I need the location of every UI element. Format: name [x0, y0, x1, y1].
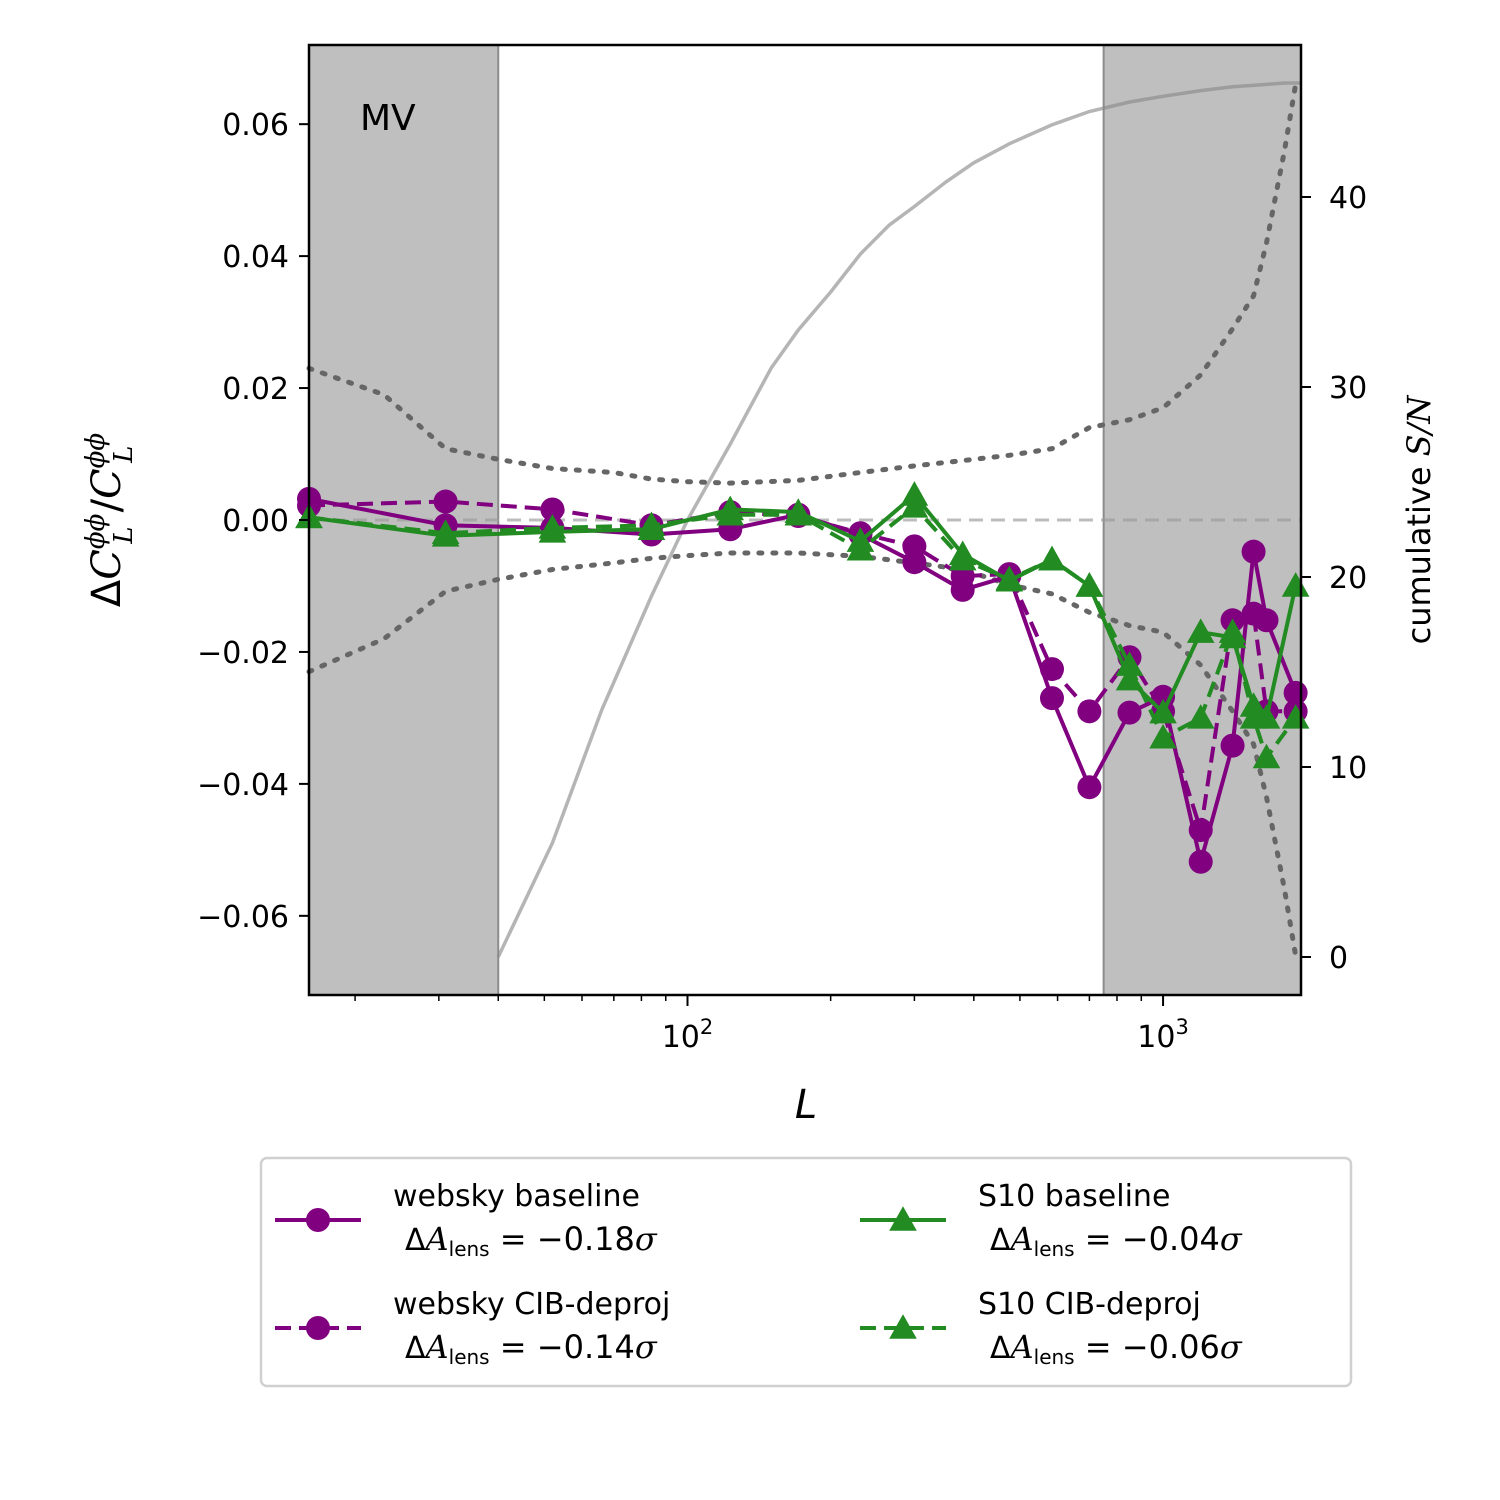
data-point	[846, 535, 875, 561]
data-point	[1115, 651, 1144, 676]
data-point	[1039, 686, 1064, 711]
y-tick-label: −0.02	[197, 636, 289, 671]
data-point	[1077, 775, 1102, 800]
x-tick-label: 102	[662, 1015, 714, 1055]
data-point	[433, 489, 458, 514]
y2-tick-label: 0	[1329, 941, 1348, 976]
data-point	[1281, 704, 1310, 729]
legend-annotation: ΔAlens = −0.14σ	[405, 1328, 658, 1369]
data-point	[637, 511, 666, 537]
y2-tick-label: 10	[1329, 751, 1367, 786]
legend-marker	[889, 1206, 917, 1231]
data-point	[1241, 539, 1266, 564]
panel-label: MV	[360, 98, 416, 139]
legend-marker	[306, 1208, 330, 1232]
data-point	[1188, 818, 1213, 843]
legend-entry-websky-baseline: websky baseline ΔAlens = −0.18σ	[275, 1179, 658, 1261]
legend-box	[259, 1156, 1353, 1388]
y2-tick-label: 20	[1329, 561, 1367, 596]
data-point	[1239, 704, 1268, 729]
legend-annotation: ΔAlens = −0.18σ	[405, 1220, 658, 1261]
legend-annotation: ΔAlens = −0.04σ	[990, 1220, 1243, 1261]
data-point	[1186, 618, 1215, 643]
series-s10-cib-deproj	[295, 493, 1310, 769]
legend-entry-s10-cib-deproj: S10 CIB-deproj ΔAlens = −0.06σ	[860, 1287, 1243, 1369]
y-tick-label: 0.00	[222, 504, 289, 539]
data-point	[1220, 733, 1245, 758]
y-tick-label: −0.04	[197, 768, 289, 803]
data-point	[1281, 572, 1310, 597]
data-point	[1252, 743, 1281, 769]
svg-text:cumulative S/N: cumulative S/N	[1400, 395, 1438, 645]
legend-label: websky CIB-deproj	[393, 1287, 670, 1322]
data-point	[1186, 704, 1215, 729]
error-band-upper	[306, 82, 1299, 486]
y2-axis-label: cumulative S/N	[1400, 395, 1438, 645]
data-point	[1149, 698, 1177, 724]
data-point	[1117, 700, 1142, 725]
data-point	[1115, 665, 1144, 691]
data-point	[716, 500, 745, 526]
y-tick-label: 0.04	[222, 240, 289, 275]
data-point	[1077, 699, 1102, 724]
legend-label: S10 baseline	[978, 1179, 1170, 1214]
legend-label: websky baseline	[393, 1179, 640, 1214]
data-point	[900, 493, 929, 518]
x-axis-label: L	[795, 1082, 817, 1128]
y2-tick-label: 30	[1329, 371, 1367, 406]
axis-ticks: 0.06 0.04 0.02 0.00 −0.02 −0.04 −0.06 0 10 20 30 40…	[197, 108, 1367, 1055]
legend-label: S10 CIB-deproj	[978, 1287, 1201, 1322]
svg-text:ΔCϕϕL/CϕϕL: ΔCϕϕL/CϕϕL	[81, 433, 139, 608]
y-tick-label: −0.06	[197, 900, 289, 935]
x-tick-label: 103	[1137, 1015, 1189, 1055]
data-point	[995, 565, 1024, 591]
y-tick-label: 0.06	[222, 108, 289, 143]
legend-marker	[306, 1316, 330, 1340]
data-point	[1039, 657, 1064, 682]
data-point	[1075, 572, 1104, 597]
data-point	[1188, 849, 1213, 874]
legend-entry-s10-baseline: S10 baseline ΔAlens = −0.04σ	[860, 1179, 1243, 1261]
data-point	[784, 500, 813, 526]
data-series	[295, 481, 1310, 874]
data-point	[1218, 618, 1247, 643]
y2-tick-label: 40	[1329, 181, 1367, 216]
legend: websky baseline ΔAlens = −0.18σ websky CIB…	[259, 1156, 1353, 1388]
data-point	[540, 497, 565, 522]
error-band	[306, 82, 1299, 958]
data-point	[1149, 723, 1177, 749]
y-tick-label: 0.02	[222, 372, 289, 407]
data-point	[902, 534, 927, 559]
y-axis-label: ΔCϕϕL/CϕϕL	[81, 433, 139, 608]
data-point	[1038, 545, 1066, 571]
data-point	[1241, 601, 1266, 626]
data-point	[948, 545, 977, 571]
legend-marker	[889, 1314, 917, 1339]
data-point	[431, 519, 460, 544]
legend-entry-websky-cib-deproj: websky CIB-deproj ΔAlens = −0.14σ	[275, 1287, 670, 1369]
legend-annotation: ΔAlens = −0.06σ	[990, 1328, 1243, 1369]
error-band-lower	[306, 550, 1299, 958]
data-point	[538, 514, 567, 539]
